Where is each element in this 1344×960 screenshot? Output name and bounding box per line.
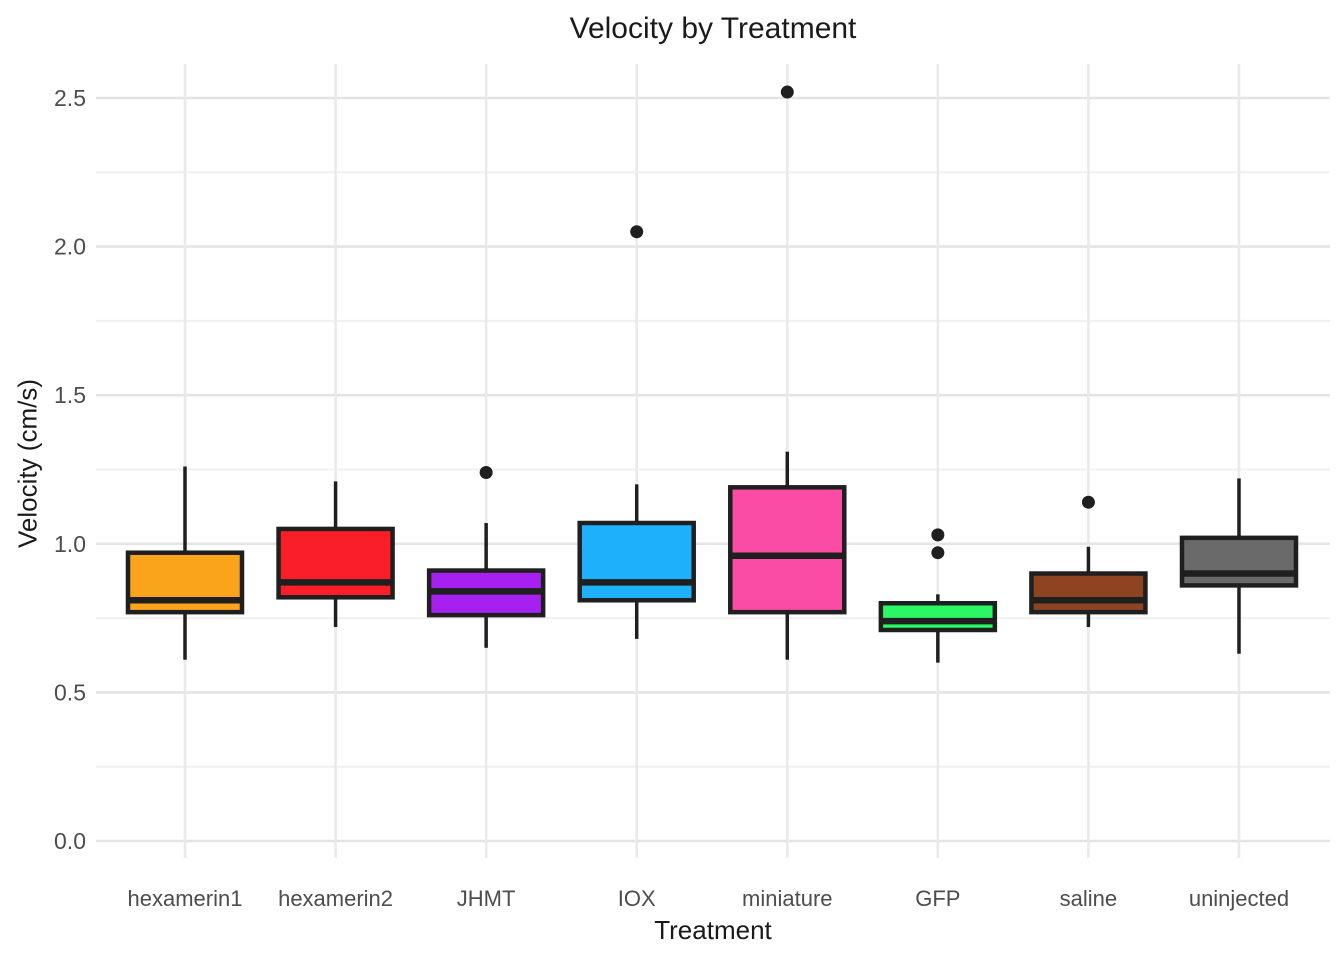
plot-title: Velocity by Treatment: [569, 12, 857, 45]
y-tick-label: 0.5: [54, 679, 86, 705]
boxplot-group-hexamerin2: [276, 481, 395, 628]
x-axis-title: Treatment: [654, 915, 772, 945]
outlier-point: [931, 546, 945, 560]
iqr-box: [728, 485, 847, 615]
iqr-box: [878, 600, 998, 633]
boxplot-group-IOX: [577, 225, 696, 639]
y-tick-label: 2.5: [54, 85, 86, 111]
y-tick-label: 1.5: [54, 382, 86, 408]
iqr-box: [577, 520, 696, 603]
x-tick-label: GFP: [915, 886, 960, 911]
outlier-point: [630, 225, 644, 239]
outlier-point: [479, 465, 493, 479]
boxplot-group-GFP: [878, 528, 998, 663]
y-tick-label: 0.0: [54, 828, 86, 854]
outlier-point: [780, 85, 794, 99]
boxplot-group-saline: [1029, 495, 1148, 628]
outlier-point: [931, 528, 945, 542]
x-tick-label: hexamerin2: [278, 886, 393, 911]
iqr-box: [1029, 571, 1148, 615]
iqr-box: [1179, 535, 1299, 588]
x-tick-label: saline: [1060, 886, 1117, 911]
boxplot-group-uninjected: [1179, 478, 1299, 654]
x-tick-label: uninjected: [1189, 886, 1289, 911]
boxplot-group-JHMT: [426, 465, 546, 648]
x-tick-label: miniature: [742, 886, 832, 911]
iqr-box: [276, 526, 395, 600]
y-axis-title: Velocity (cm/s): [12, 378, 43, 549]
y-tick-label: 2.0: [54, 234, 86, 260]
outlier-point: [1081, 495, 1095, 509]
x-tick-label: hexamerin1: [128, 886, 243, 911]
boxplot-group-miniature: [728, 85, 847, 660]
x-tick-label: IOX: [618, 886, 656, 911]
y-tick-label: 1.0: [54, 531, 86, 557]
boxplot-group-hexamerin1: [125, 466, 245, 660]
x-tick-label: JHMT: [457, 886, 516, 911]
